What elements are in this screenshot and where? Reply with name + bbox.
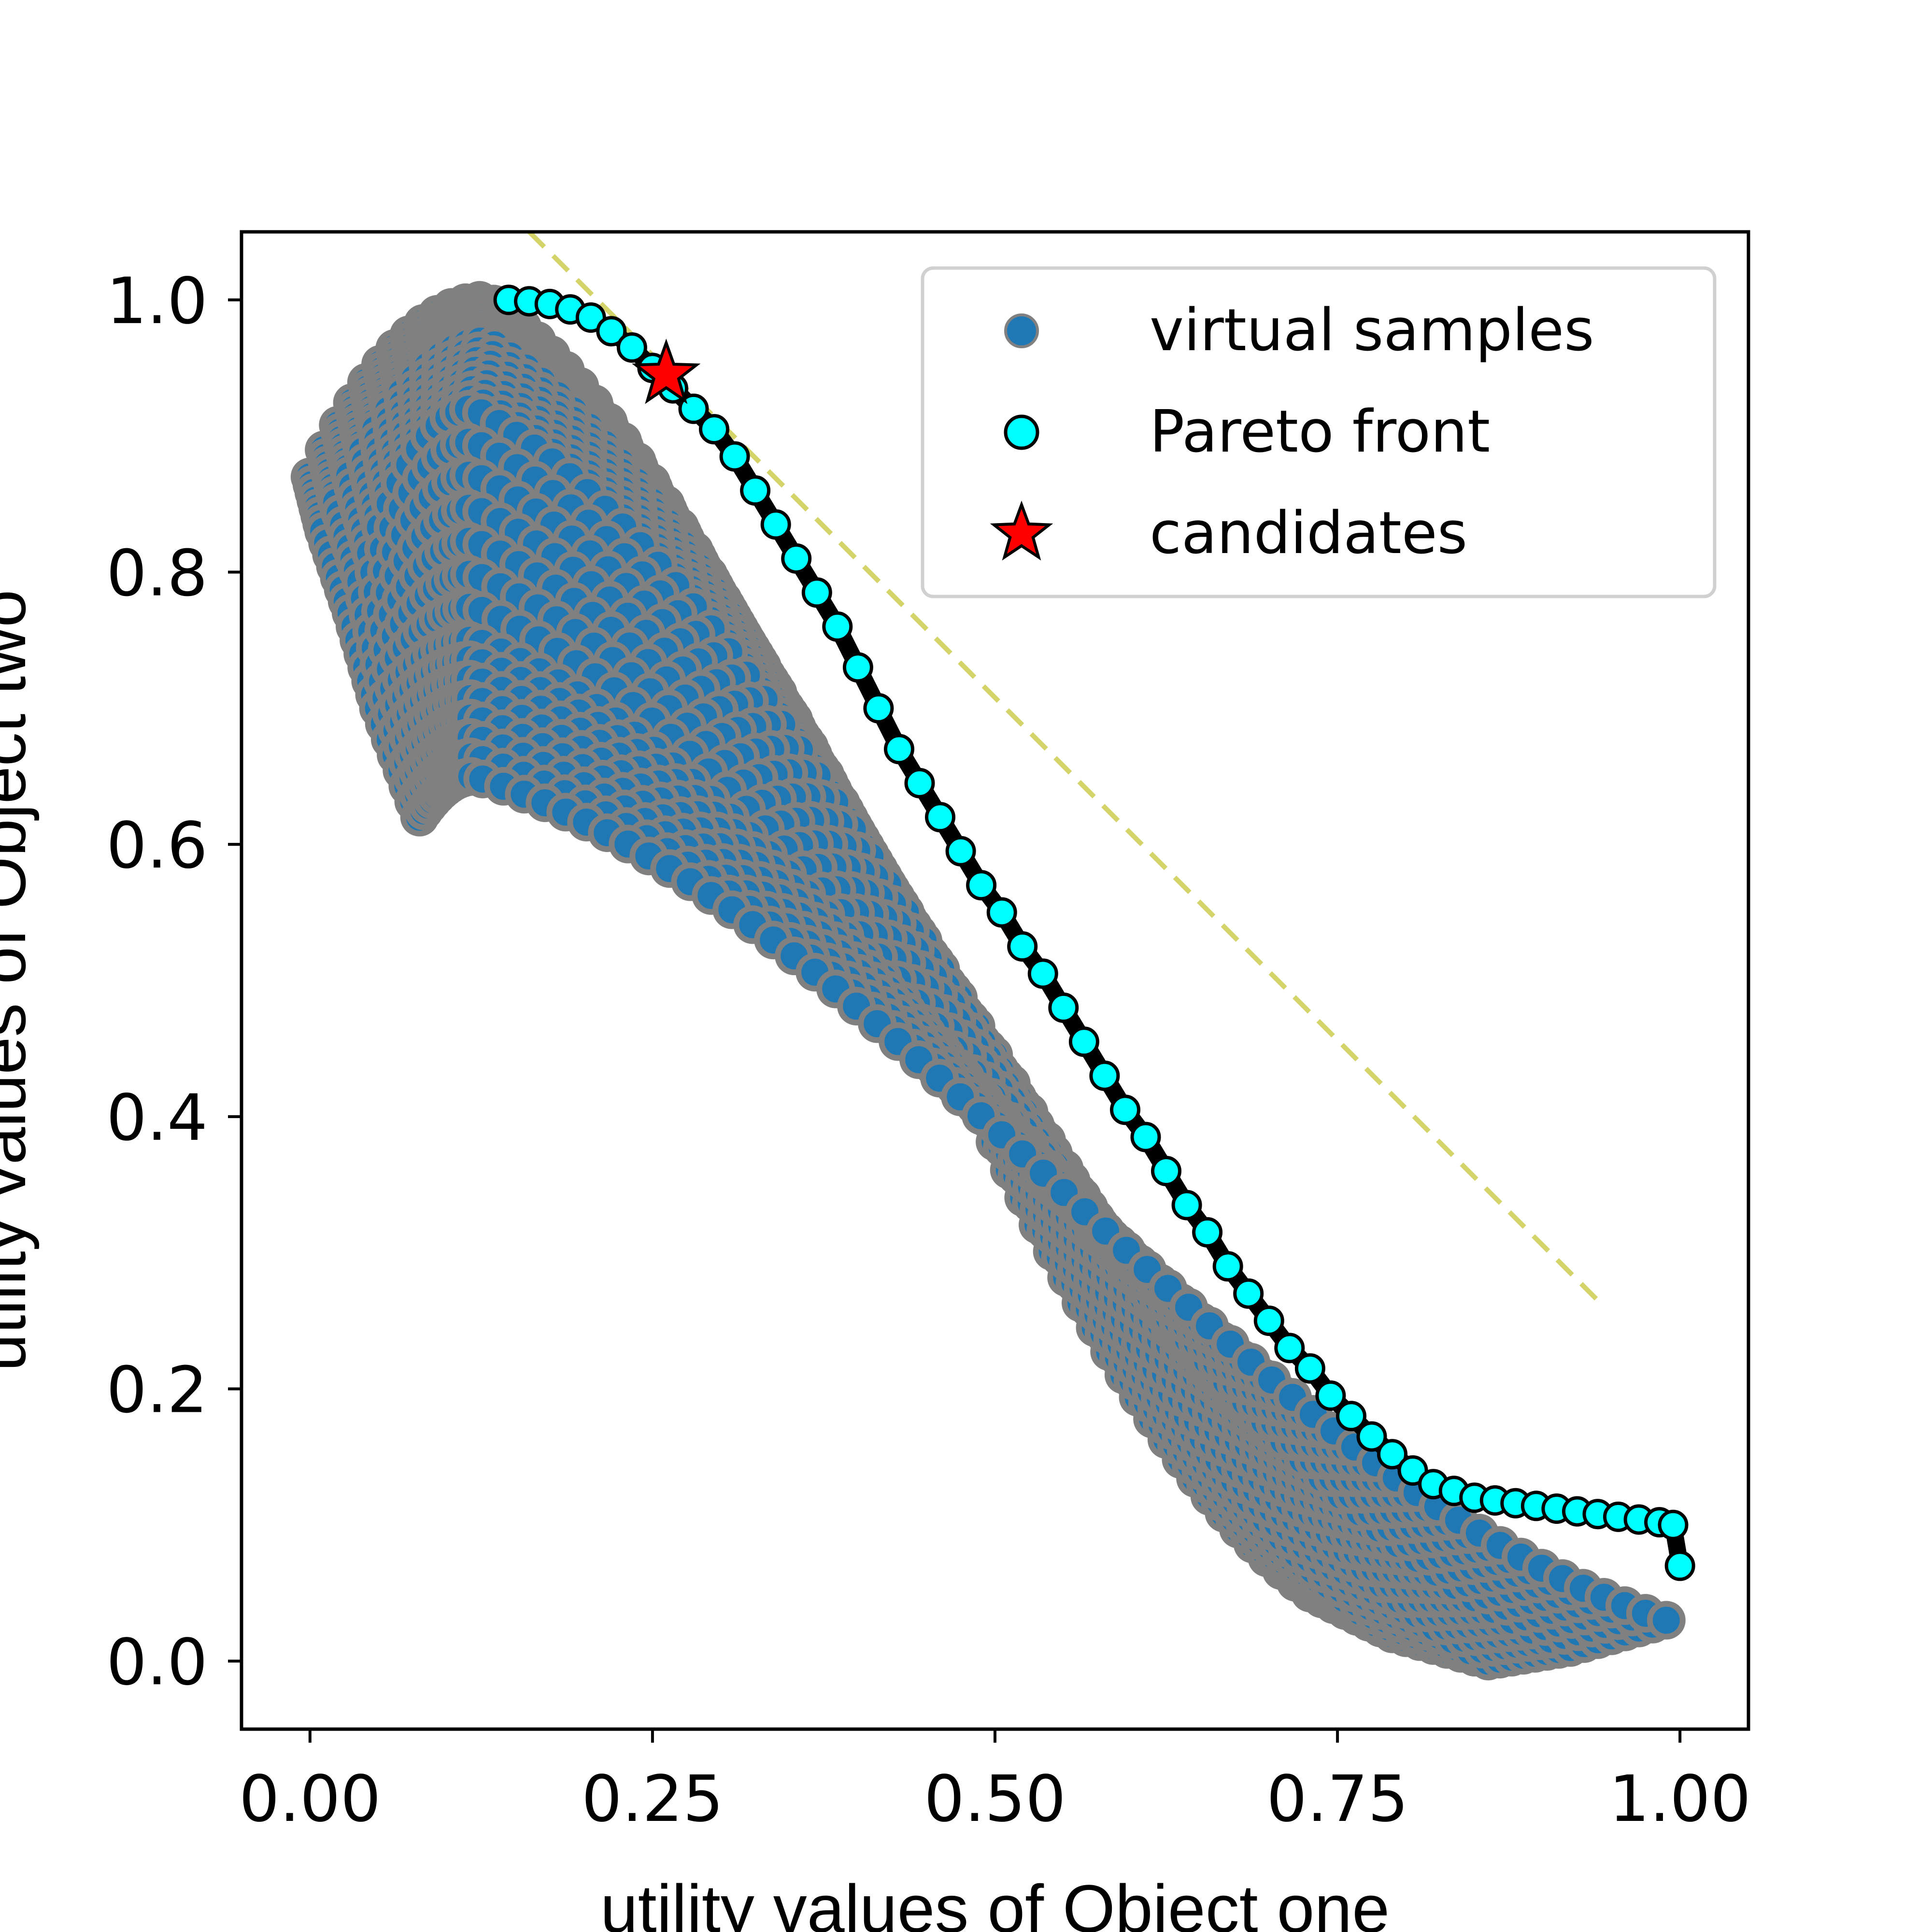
y-tick-label: 0.4 (106, 1081, 208, 1155)
y-axis-ticks: 0.0 0.2 0.4 0.6 0.8 1.0 (106, 264, 242, 1700)
pareto-front-point (1233, 1278, 1264, 1309)
virtual-sample-point (1647, 1601, 1686, 1640)
pareto-front-point (1068, 1026, 1099, 1057)
x-axis-label: utility values of Object one (600, 1871, 1390, 1932)
pareto-front-point (781, 543, 812, 574)
candidate-star (632, 339, 701, 404)
x-tick-label: 1.00 (1609, 1762, 1751, 1836)
pareto-front-point (719, 441, 750, 472)
pareto-front-point (1658, 1509, 1689, 1540)
pareto-front-point (925, 802, 955, 833)
pareto-front-point (1007, 931, 1038, 962)
pareto-front-point (1089, 1060, 1120, 1091)
legend-marker-virtual-samples (1004, 313, 1039, 348)
pareto-front-point (822, 611, 853, 642)
x-tick-label: 0.50 (924, 1762, 1066, 1836)
legend-label-virtual-samples: virtual samples (1150, 297, 1594, 364)
y-axis-label: utility values of Object two (0, 590, 40, 1371)
virtual-samples-layer (290, 281, 1686, 1681)
pareto-front-point (1336, 1401, 1366, 1432)
pareto-front-point (616, 332, 647, 363)
legend: virtual samples Pareto front candidates (921, 266, 1717, 598)
x-tick-label: 0.25 (582, 1762, 724, 1836)
pareto-front-point (1664, 1550, 1695, 1581)
pareto-front-point (1212, 1251, 1243, 1282)
y-tick-label: 0.6 (106, 809, 208, 883)
legend-box (921, 266, 1717, 598)
pareto-front-point (801, 577, 832, 608)
y-tick-label: 0.8 (106, 537, 208, 611)
pareto-front-point (1192, 1217, 1223, 1248)
legend-label-candidates: candidates (1150, 500, 1467, 567)
pareto-front-point (1377, 1439, 1407, 1470)
pareto-front-point (575, 302, 606, 333)
pareto-front-point (1027, 958, 1058, 989)
candidates-layer (632, 339, 701, 404)
x-axis-ticks: 0.00 0.25 0.50 0.75 1.00 (239, 1729, 1751, 1836)
legend-label-pareto-front: Pareto front (1150, 398, 1490, 466)
pareto-front-point (1356, 1421, 1387, 1452)
pareto-front-point (986, 897, 1017, 928)
pareto-front-point (884, 734, 914, 765)
pareto-front-point (1315, 1380, 1346, 1411)
pareto-front-point (596, 316, 627, 347)
pareto-front-point (699, 414, 729, 445)
pareto-front-point (863, 693, 894, 724)
pareto-front-point (904, 767, 935, 798)
x-tick-label: 0.00 (239, 1762, 381, 1836)
pareto-front-point (1171, 1190, 1202, 1221)
legend-marker-candidates (990, 500, 1053, 561)
pareto-front-point (966, 870, 997, 901)
y-tick-label: 0.2 (106, 1353, 208, 1427)
y-tick-label: 1.0 (106, 264, 208, 339)
pareto-front-point (1253, 1306, 1284, 1336)
pareto-front-point (1294, 1353, 1325, 1384)
y-tick-label: 0.0 (106, 1625, 208, 1700)
pareto-front-point (842, 652, 873, 683)
pareto-front-point (1130, 1122, 1161, 1152)
legend-marker-pareto-front (1004, 414, 1039, 450)
pareto-front-point (1110, 1094, 1140, 1125)
pareto-front-point (740, 475, 771, 506)
pareto-front-point (760, 509, 791, 540)
pareto-front-point (1274, 1333, 1305, 1364)
x-tick-label: 0.75 (1266, 1762, 1408, 1836)
pareto-front-point (1048, 992, 1079, 1023)
pareto-front-point (1151, 1156, 1181, 1186)
pareto-front-point (1397, 1455, 1428, 1486)
pareto-front-point (945, 836, 976, 867)
